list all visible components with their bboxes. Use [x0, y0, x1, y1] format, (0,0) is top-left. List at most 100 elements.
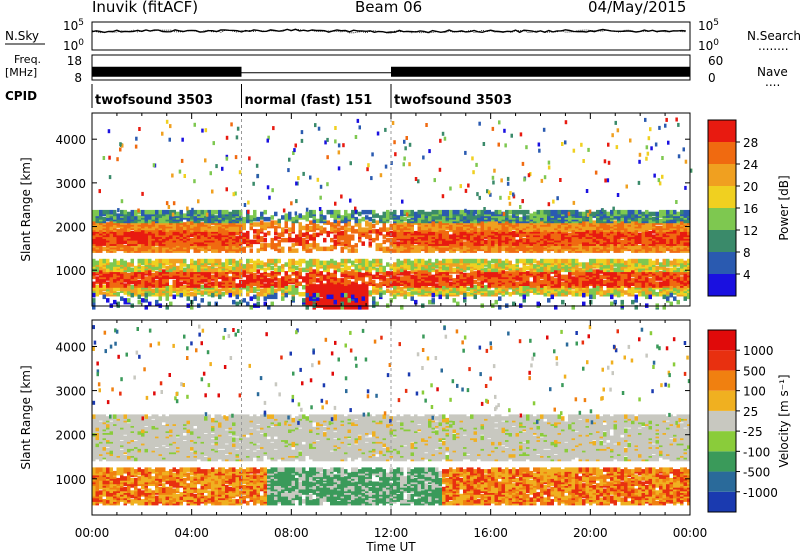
power-cell: [344, 234, 348, 239]
power-cell: [365, 227, 369, 232]
power-cell: [354, 284, 358, 289]
power-cell: [323, 246, 327, 252]
power-cell: [358, 211, 362, 217]
power-cell: [473, 271, 477, 276]
power-cell: [589, 258, 593, 264]
power-cell: [347, 279, 351, 285]
power-cell: [512, 209, 516, 215]
power-cell: [197, 241, 201, 246]
power-cell: [344, 269, 348, 274]
power-cell: [368, 267, 372, 273]
power-cell: [144, 276, 148, 281]
power-cell: [260, 288, 264, 293]
power-cell: [130, 267, 134, 273]
power-cell: [95, 223, 99, 229]
power-cell: [368, 209, 372, 215]
power-cell: [102, 237, 106, 243]
power-cell: [547, 209, 551, 215]
power-cell: [249, 296, 253, 301]
power-cell: [130, 230, 134, 236]
power-cell: [113, 239, 117, 245]
power-cell: [368, 229, 372, 234]
power-cell: [274, 276, 278, 281]
power-cell: [389, 223, 393, 229]
power-cell: [333, 234, 337, 239]
power-cell: [305, 292, 309, 298]
power-cell: [302, 243, 306, 248]
power-cell: [305, 285, 309, 291]
power-cell: [319, 260, 323, 266]
power-cell: [298, 271, 302, 276]
power-cell: [144, 258, 148, 264]
power-cell: [312, 269, 316, 274]
power-cell: [354, 258, 358, 264]
power-cell: [270, 237, 274, 243]
power-cell: [298, 225, 302, 231]
power-cell: [372, 274, 376, 280]
power-cell: [606, 258, 610, 264]
power-cell: [554, 209, 558, 215]
power-cell: [113, 281, 117, 286]
power-cell: [116, 234, 120, 239]
power-cell: [92, 305, 96, 310]
power-cell: [309, 299, 313, 305]
power-cell: [498, 296, 502, 301]
power-cell: [351, 274, 355, 280]
power-cell: [263, 301, 267, 307]
power-cell: [302, 276, 306, 281]
power-cell: [151, 215, 155, 220]
power-cell: [410, 274, 414, 280]
power-cell: [442, 209, 446, 215]
power-cell: [281, 283, 285, 288]
power-cell: [253, 294, 257, 300]
power-cell: [274, 246, 278, 252]
power-cell: [183, 288, 187, 293]
power-cell: [242, 216, 246, 222]
power-cell: [92, 301, 96, 307]
power-cell: [221, 292, 225, 297]
power-cell: [137, 258, 141, 264]
power-cell: [491, 264, 495, 269]
power-cell: [214, 258, 218, 264]
power-cell: [141, 279, 145, 285]
power-cell: [200, 246, 204, 252]
power-cell: [319, 284, 323, 289]
power-cell: [337, 262, 341, 267]
power-cell: [235, 283, 239, 288]
power-cell: [571, 209, 575, 215]
power-cell: [484, 267, 488, 273]
power-cell: [312, 232, 316, 238]
power-cell: [302, 232, 306, 238]
power-cell: [120, 296, 124, 301]
power-cell: [137, 283, 141, 288]
power-cell: [99, 269, 103, 274]
power-cell: [543, 209, 547, 215]
power-cell: [396, 258, 400, 264]
power-cell: [151, 209, 155, 215]
power-cell: [323, 264, 327, 269]
date-title: 04/May/2015: [588, 0, 687, 16]
power-cell: [617, 209, 621, 215]
power-cell: [375, 283, 379, 288]
power-cell: [242, 283, 246, 288]
freq-label-top: Freq.: [14, 53, 41, 66]
power-cell: [176, 281, 180, 286]
power-cell: [326, 294, 330, 300]
power-cell: [95, 260, 99, 266]
power-cell: [221, 262, 225, 267]
power-cell: [263, 232, 267, 238]
power-cell: [239, 267, 243, 273]
power-cell: [449, 274, 453, 280]
power-cell: [326, 260, 330, 266]
power-cell: [379, 215, 383, 220]
noise-tick-bottom-left: 100: [63, 38, 84, 53]
power-cell: [246, 285, 250, 290]
power-cell: [260, 260, 264, 266]
power-cell: [221, 271, 225, 276]
power-cell: [155, 258, 159, 264]
power-cell: [284, 285, 288, 290]
power-cell: [144, 209, 148, 215]
power-cell: [386, 271, 390, 276]
power-cell: [414, 299, 418, 305]
power-cell: [424, 260, 428, 266]
